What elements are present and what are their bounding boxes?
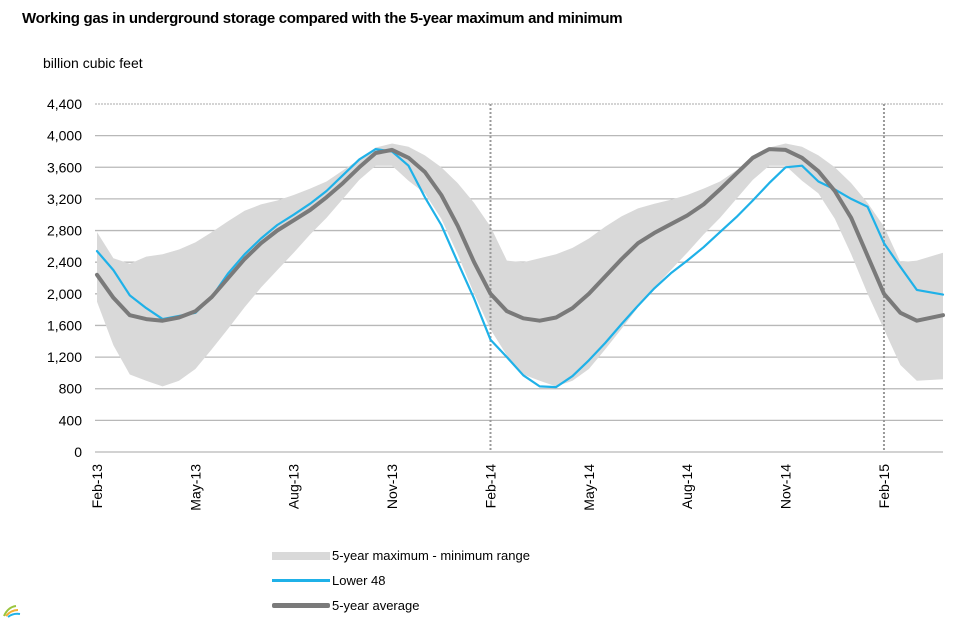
y-axis-unit-label: billion cubic feet (43, 55, 143, 71)
legend-swatch-range (272, 551, 330, 560)
legend-swatch-lower48 (272, 579, 330, 582)
series-line-5-year-average (95, 147, 945, 323)
x-tick-label: Nov-14 (778, 464, 794, 509)
series-lines (95, 147, 945, 389)
y-tick-label: 2,400 (47, 254, 82, 270)
legend-label-range: 5-year maximum - minimum range (332, 548, 530, 563)
y-tick-label: 0 (74, 444, 82, 460)
x-axis-ticks: Feb-13 May-13 Aug-13 Nov-13 Feb-14 May-14 Aug-… (89, 464, 892, 511)
y-tick-label: 4,400 (47, 96, 82, 112)
x-tick-label: Feb-14 (482, 464, 498, 509)
x-tick-label: Feb-15 (876, 464, 892, 509)
x-tick-label: May-14 (581, 464, 597, 511)
y-tick-label: 800 (59, 381, 83, 397)
legend-item-average: 5-year average (272, 593, 530, 618)
x-tick-label: Aug-13 (286, 464, 302, 509)
legend: 5-year maximum - minimum range Lower 48 … (272, 543, 530, 618)
y-tick-label: 2,000 (47, 286, 82, 302)
x-tick-label: Nov-13 (384, 464, 400, 509)
grid-lines (95, 103, 943, 453)
legend-label-average: 5-year average (332, 598, 420, 613)
y-tick-label: 2,800 (47, 223, 82, 239)
y-axis-ticks: 0 400 800 1,200 1,600 2,000 2,400 2,800 3,200 3,6… (47, 96, 82, 460)
chart-title: Working gas in underground storage compa… (22, 10, 623, 27)
y-tick-label: 4,000 (47, 128, 82, 144)
x-tick-label: May-13 (187, 464, 203, 511)
y-tick-label: 1,200 (47, 349, 82, 365)
y-tick-label: 3,200 (47, 191, 82, 207)
x-tick-label: Aug-14 (679, 464, 695, 509)
x-tick-label: Feb-13 (89, 464, 105, 509)
legend-item-range: 5-year maximum - minimum range (272, 543, 530, 568)
year-separators (489, 104, 885, 452)
legend-swatch-average (272, 603, 330, 608)
y-tick-label: 3,600 (47, 159, 82, 175)
series-line-lower-48 (95, 148, 945, 389)
y-tick-label: 1,600 (47, 317, 82, 333)
y-tick-label: 400 (59, 412, 83, 428)
legend-item-lower48: Lower 48 (272, 568, 530, 593)
legend-label-lower48: Lower 48 (332, 573, 386, 588)
eia-logo-icon (3, 605, 21, 618)
